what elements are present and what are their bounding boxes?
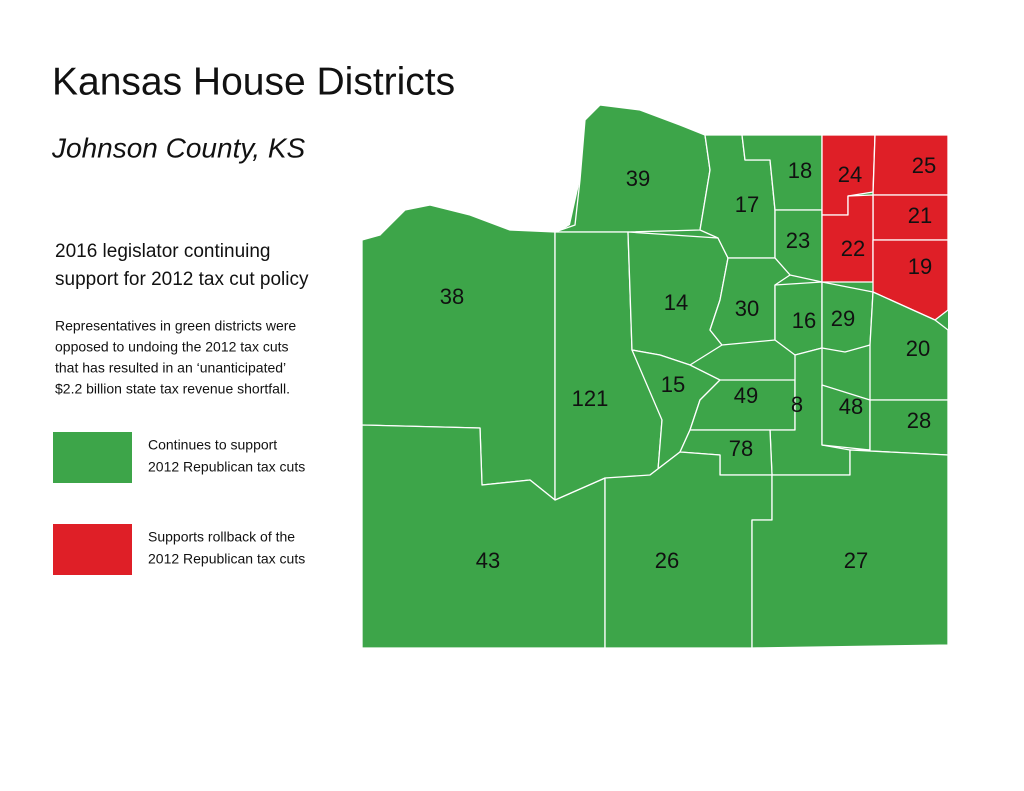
district-label: 38 [440,284,464,309]
district-label: 21 [908,203,932,228]
description-line: Representatives in green districts were [55,318,296,334]
legend-swatch [53,524,132,575]
district-label: 25 [912,153,936,178]
district-label: 19 [908,254,932,279]
description-line: $2.2 billion state tax revenue shortfall… [55,381,290,397]
district-label: 29 [831,306,855,331]
district-label: 43 [476,548,500,573]
district-label: 17 [735,192,759,217]
district-label: 8 [791,392,803,417]
district-label: 39 [626,166,650,191]
district-label: 14 [664,290,688,315]
legend-label: 2012 Republican tax cuts [148,459,305,475]
description-line: opposed to undoing the 2012 tax cuts [55,339,289,355]
heading-line: 2016 legislator continuing [55,241,271,262]
district-label: 30 [735,296,759,321]
legend-label: Supports rollback of the [148,529,295,545]
district-label: 20 [906,336,930,361]
district-label: 28 [907,408,931,433]
title: Kansas House Districts [52,60,455,103]
district-label: 23 [786,228,810,253]
district-label: 121 [572,386,609,411]
district-label: 78 [729,436,753,461]
district-label: 15 [661,372,685,397]
district-label: 16 [792,308,816,333]
district-label: 18 [788,158,812,183]
legend-swatch [53,432,132,483]
legend-label: Continues to support [148,437,277,453]
district-label: 24 [838,162,862,187]
district [604,451,773,649]
subtitle: Johnson County, KS [51,132,306,163]
district-label: 22 [841,236,865,261]
district-label: 27 [844,548,868,573]
district [821,281,874,353]
legend-label: 2012 Republican tax cuts [148,551,305,567]
district [554,104,711,233]
district-label: 26 [655,548,679,573]
district [872,134,949,196]
district [774,209,823,283]
district-label: 49 [734,383,758,408]
district [751,449,949,649]
heading-line: support for 2012 tax cut policy [55,269,309,290]
district-label: 48 [839,394,863,419]
description-line: that has resulted in an ‘unanticipated’ [55,360,286,376]
